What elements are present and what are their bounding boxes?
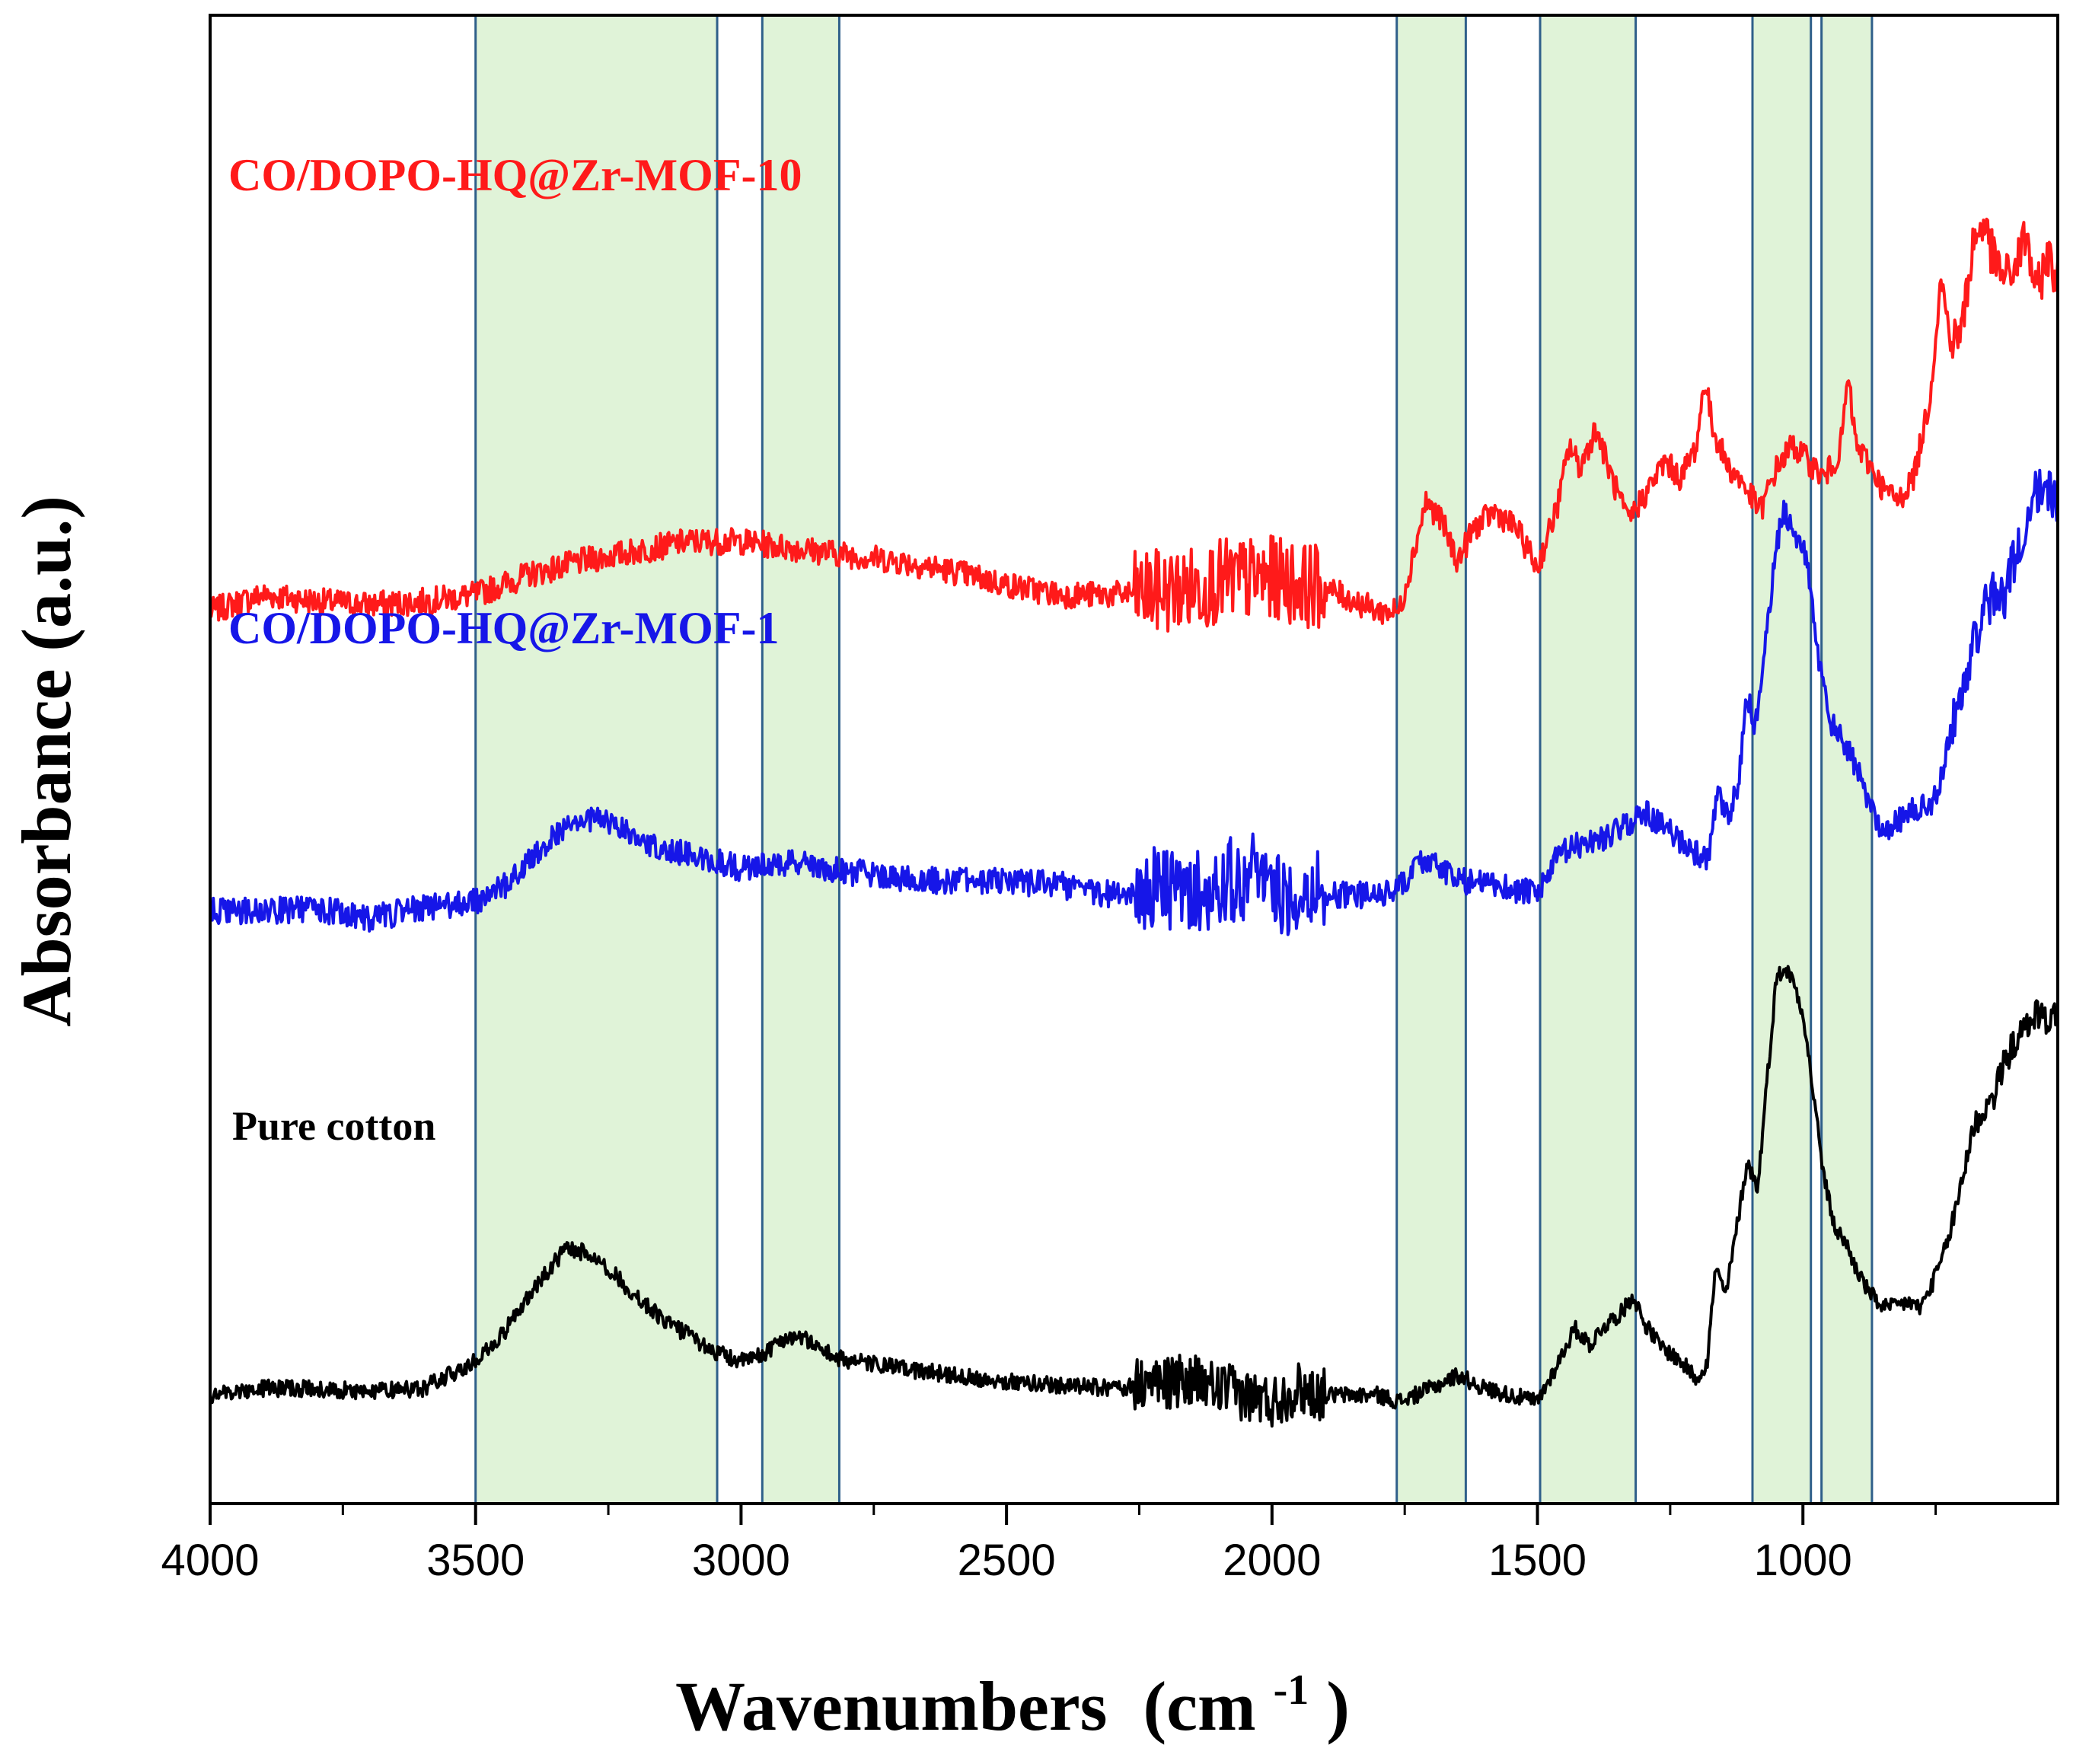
x-axis-unit-sup: -1 [1274, 1667, 1309, 1714]
x-axis-unit-close: ) [1326, 1667, 1350, 1745]
highlight-band-5 [1751, 14, 1813, 1505]
x-axis-title-main: Wavenumbers [675, 1667, 1107, 1745]
x-axis-unit: (cm [1143, 1667, 1255, 1745]
plot-frame [209, 14, 2059, 1505]
x-tick-label-3500: 3500 [426, 1536, 525, 1585]
y-axis-title: Absorbance (a.u.) [8, 496, 85, 1027]
x-tick-label-4000: 4000 [161, 1536, 259, 1585]
highlight-band-1 [474, 14, 719, 1505]
x-tick-label-2500: 2500 [958, 1536, 1056, 1585]
highlight-bands [474, 14, 1874, 1505]
series-line-pure-cotton [209, 965, 2059, 1428]
spectra-lines [209, 217, 2059, 1428]
x-axis-title: Wavenumbers (cm -1 ) [675, 1641, 1350, 1745]
x-tick-label-2000: 2000 [1223, 1536, 1321, 1585]
x-tick-label-1500: 1500 [1488, 1536, 1587, 1585]
x-tick-label-1000: 1000 [1754, 1536, 1852, 1585]
highlight-band-4 [1539, 14, 1638, 1505]
series-label-mof1: CO/DOPO-HQ@Zr-MOF-1 [228, 603, 779, 653]
x-axis-ticks: 4000 3500 3000 2500 2000 1500 1000 [161, 1504, 1937, 1585]
series-line-mof10 [209, 217, 2059, 633]
series-label-mof10: CO/DOPO-HQ@Zr-MOF-10 [228, 150, 802, 200]
highlight-band-3 [1395, 14, 1467, 1505]
highlight-band-2 [761, 14, 840, 1505]
x-tick-label-3000: 3000 [692, 1536, 790, 1585]
series-line-mof1 [209, 468, 2059, 936]
series-label-pure-cotton: Pure cotton [232, 1103, 435, 1149]
